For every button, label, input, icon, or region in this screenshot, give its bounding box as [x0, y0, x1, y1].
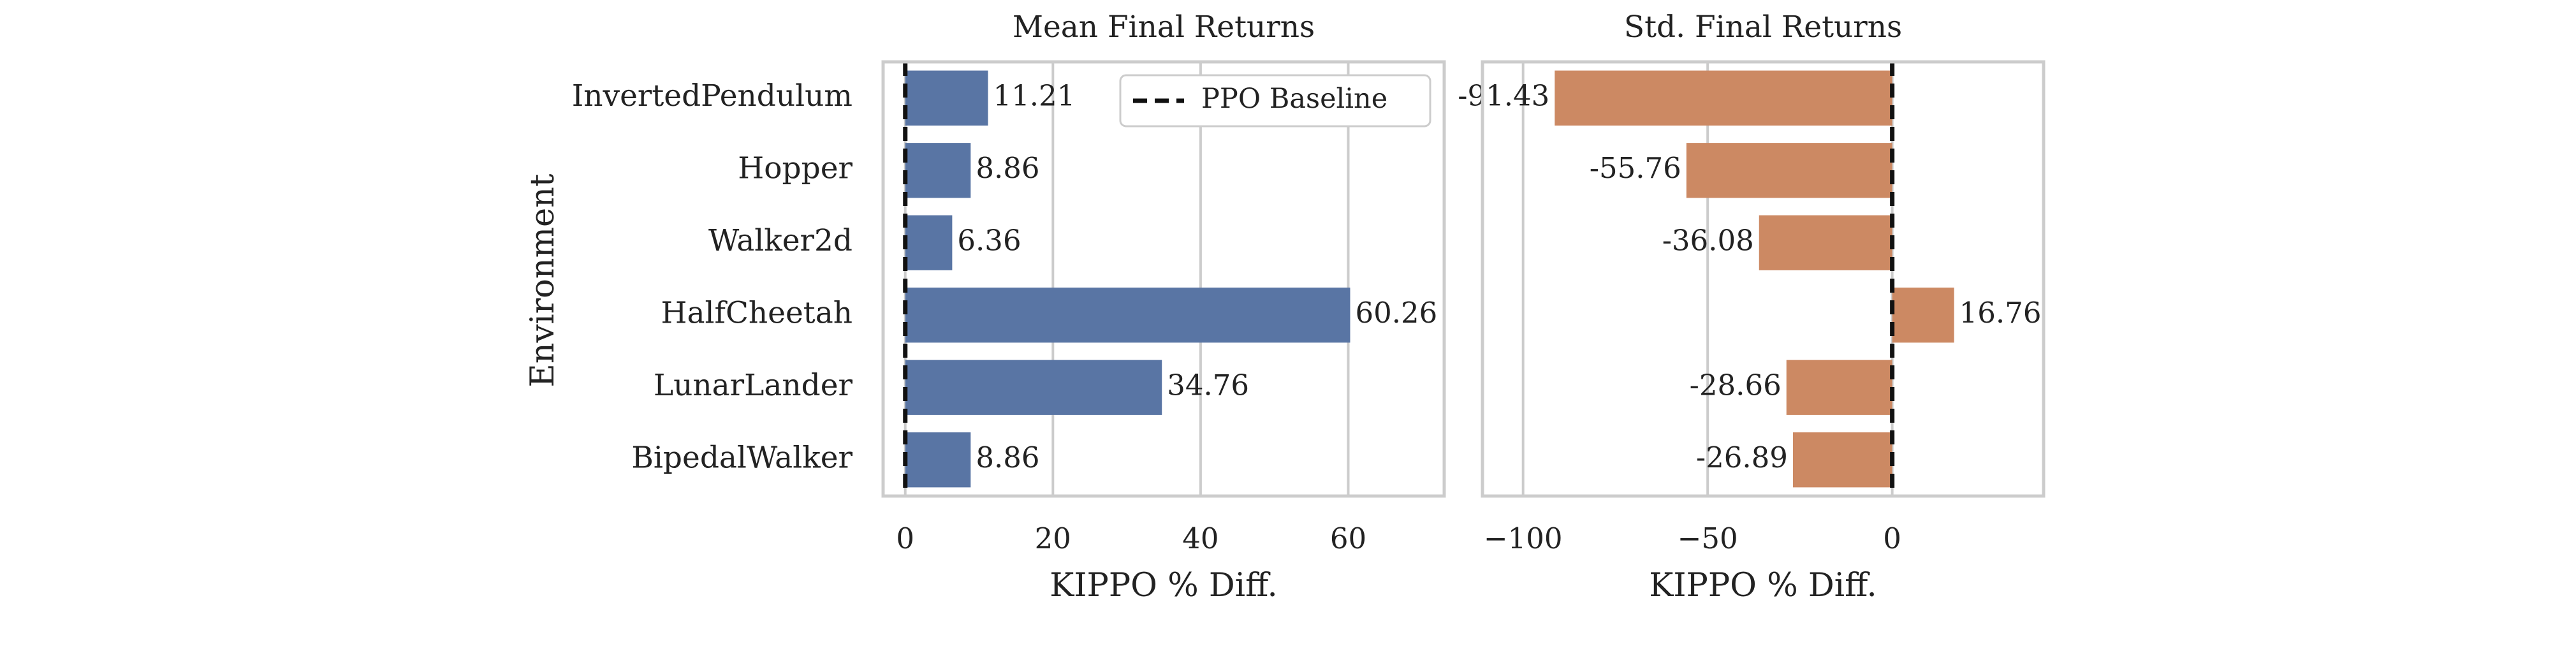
plot-frame — [1481, 60, 2045, 498]
mean-returns-panel: 11.21 8.86 6.36 60.26 34.76 8.86 0 20 40 60 Mean F… — [881, 10, 1446, 604]
bar — [905, 143, 971, 198]
bar — [905, 215, 953, 270]
data-label: 34.76 — [1167, 368, 1249, 402]
x-tick-label: −50 — [1678, 522, 1738, 555]
category-label: HalfCheetah — [661, 295, 853, 330]
data-label: 11.21 — [993, 78, 1076, 112]
x-tick-label: −100 — [1484, 522, 1563, 555]
data-label: 8.86 — [976, 441, 1039, 474]
legend-box — [1119, 74, 1431, 128]
bar — [905, 70, 988, 126]
data-label: 60.26 — [1355, 296, 1437, 330]
data-label: -26.89 — [1696, 441, 1788, 474]
x-tick-label: 60 — [1330, 522, 1366, 555]
bar — [1792, 432, 1892, 488]
x-axis-label: KIPPO % Diff. — [1649, 567, 1877, 604]
x-tick-label: 0 — [896, 522, 914, 555]
bar — [905, 288, 1350, 343]
data-label: -36.08 — [1662, 223, 1754, 257]
legend-entry: PPO Baseline — [1201, 83, 1387, 115]
category-label: InvertedPendulum — [572, 78, 853, 113]
bar — [1686, 143, 1892, 198]
bar — [1759, 215, 1892, 270]
bar — [1555, 70, 1892, 126]
y-axis-label: Environment — [524, 173, 562, 388]
bar — [905, 432, 971, 488]
x-tick-label: 40 — [1182, 522, 1218, 555]
data-label: 8.86 — [976, 151, 1039, 185]
data-label: 6.36 — [957, 223, 1021, 257]
panel-title: Std. Final Returns — [1624, 10, 1902, 45]
data-label: 16.76 — [1959, 296, 2042, 330]
x-axis-label: KIPPO % Diff. — [1050, 567, 1277, 604]
x-tick-label: 0 — [1883, 522, 1901, 555]
bar — [1786, 360, 1892, 415]
category-labels: InvertedPendulum Hopper Walker2d HalfCheeta… — [572, 78, 853, 476]
bar — [1892, 288, 1954, 343]
category-label: Walker2d — [708, 223, 853, 258]
data-label: -91.43 — [1458, 78, 1549, 112]
category-label: BipedalWalker — [631, 440, 853, 475]
category-label: LunarLander — [654, 368, 853, 403]
bar — [905, 360, 1162, 415]
panel-title: Mean Final Returns — [1013, 10, 1315, 45]
legend: PPO Baseline — [1119, 74, 1431, 128]
plot-frame — [881, 60, 1446, 498]
std-returns-panel: -91.43 -55.76 -36.08 16.76 -28.66 -26.89 −100 −… — [1458, 10, 2045, 604]
data-label: -55.76 — [1590, 151, 1681, 185]
data-label: -28.66 — [1690, 368, 1782, 402]
category-label: Hopper — [738, 150, 853, 186]
x-tick-label: 20 — [1035, 522, 1071, 555]
